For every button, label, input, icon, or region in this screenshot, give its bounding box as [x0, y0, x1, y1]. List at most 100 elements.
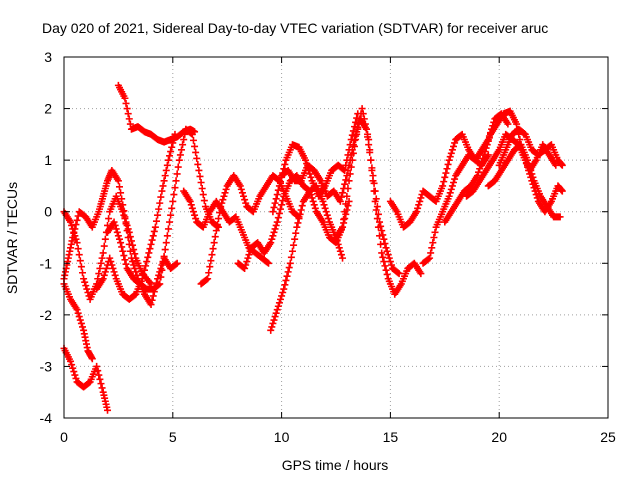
trail-point	[294, 219, 302, 227]
data-point	[371, 197, 379, 205]
trail-point	[273, 191, 281, 199]
trail-point	[109, 264, 117, 272]
trail-point	[484, 137, 492, 145]
trail-point	[191, 211, 199, 219]
trail-point	[97, 380, 105, 388]
trail-point	[241, 196, 249, 204]
trail-point	[78, 269, 86, 277]
trail-point	[206, 263, 214, 271]
trail-point	[428, 244, 436, 252]
trail-point	[545, 142, 553, 150]
trail-point	[348, 156, 356, 164]
trail-point	[376, 232, 384, 240]
data-point	[73, 239, 81, 247]
trail-point	[440, 178, 448, 186]
trail-point	[271, 225, 279, 233]
y-tick-label: -1	[40, 255, 53, 271]
trail-point	[100, 271, 108, 279]
trail-point	[171, 261, 179, 269]
trail-point	[368, 166, 376, 174]
trail-point	[76, 257, 84, 265]
axis-ticks-layer: 0 5 10 15 20 25 -4 -3 -2 -1 0 1 2 3	[40, 49, 616, 445]
trail-point	[404, 220, 412, 228]
trail-point	[72, 304, 80, 312]
trail-point	[103, 179, 111, 187]
data-point	[151, 223, 159, 231]
trail-point	[277, 295, 285, 303]
trail-point	[180, 136, 188, 144]
trail-point	[188, 204, 196, 212]
trail-point	[170, 191, 178, 199]
trail-point	[423, 256, 431, 264]
trail-point	[291, 235, 299, 243]
trail-point	[374, 210, 382, 218]
series-trail-track-14	[333, 110, 424, 297]
trail-point	[161, 172, 169, 180]
trail-point	[211, 233, 219, 241]
trail-point	[275, 299, 283, 307]
trail-point	[382, 266, 390, 274]
trail-point	[411, 209, 419, 217]
trail-point	[277, 178, 285, 186]
trail-point	[176, 151, 184, 159]
data-point	[273, 218, 281, 226]
trail-point	[340, 215, 348, 223]
trail-point	[191, 142, 199, 150]
trail-point	[213, 221, 221, 229]
trail-point	[205, 269, 213, 277]
trail-point	[247, 206, 255, 214]
trail-point	[444, 160, 452, 168]
trail-point	[522, 154, 530, 162]
trail-point	[122, 99, 130, 107]
trail-point	[274, 186, 282, 194]
trail-point	[366, 146, 374, 154]
trail-point	[292, 229, 300, 237]
trail-point	[512, 118, 520, 126]
trail-point	[355, 120, 363, 128]
trail-point	[551, 160, 559, 168]
trail-point	[430, 196, 438, 204]
trail-point	[279, 289, 287, 297]
trail-point	[336, 247, 344, 255]
data-point	[121, 213, 129, 221]
trail-point	[384, 251, 392, 259]
trail-point	[139, 270, 147, 278]
trail-point	[275, 209, 283, 217]
trail-point	[69, 364, 77, 372]
trail-point	[122, 260, 130, 268]
y-axis-label: SDTVAR / TECUs	[4, 182, 20, 294]
trail-point	[339, 165, 347, 173]
trail-point	[98, 195, 106, 203]
trail-point	[529, 173, 537, 181]
trail-point	[200, 197, 208, 205]
trail-point	[555, 213, 563, 221]
trail-point	[335, 244, 343, 252]
trail-point	[168, 143, 176, 151]
trail-point	[341, 208, 349, 216]
trail-point	[342, 176, 350, 184]
trail-point	[278, 201, 286, 209]
y-tick-label: -3	[40, 358, 53, 374]
trail-point	[362, 125, 370, 133]
trail-point	[126, 120, 134, 128]
trail-point	[501, 148, 509, 156]
trail-point	[464, 143, 472, 151]
data-point	[162, 239, 170, 247]
trail-point	[130, 261, 138, 269]
trail-point	[192, 148, 200, 156]
trail-point	[72, 374, 80, 382]
trail-point	[322, 208, 330, 216]
trail-point	[216, 209, 224, 217]
trail-point	[298, 202, 306, 210]
trail-point	[130, 292, 138, 300]
trail-point	[337, 251, 345, 259]
trail-point	[189, 136, 197, 144]
trail-point	[284, 268, 292, 276]
trail-point	[481, 148, 489, 156]
trail-point	[369, 177, 377, 185]
data-point	[286, 259, 294, 267]
trail-point	[271, 199, 279, 207]
data-marks-layer	[60, 81, 566, 414]
trail-point	[465, 184, 473, 192]
data-point	[164, 156, 172, 164]
